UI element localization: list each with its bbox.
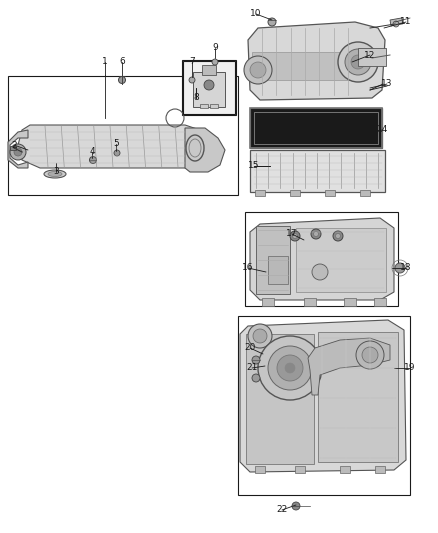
Bar (318, 332, 398, 462)
Bar (268, 256, 288, 284)
Circle shape (277, 355, 303, 381)
Circle shape (204, 80, 214, 90)
Text: 14: 14 (377, 125, 389, 134)
Bar (295, 466, 305, 473)
Circle shape (212, 59, 218, 65)
Bar (246, 334, 314, 464)
Bar (344, 298, 356, 306)
Circle shape (345, 49, 371, 75)
Bar (340, 466, 350, 473)
Circle shape (312, 264, 328, 280)
Circle shape (356, 341, 384, 369)
Text: 11: 11 (400, 18, 412, 27)
Circle shape (89, 157, 96, 164)
Polygon shape (240, 320, 406, 472)
Polygon shape (308, 338, 390, 395)
Bar (182, 60, 236, 115)
Bar (210, 104, 218, 108)
Text: 13: 13 (381, 79, 393, 88)
Circle shape (393, 21, 399, 27)
Text: 1: 1 (102, 58, 108, 67)
Text: 19: 19 (404, 364, 416, 373)
Text: 3: 3 (53, 167, 59, 176)
Circle shape (351, 55, 365, 69)
Circle shape (362, 347, 378, 363)
Bar (245, 212, 398, 306)
Circle shape (244, 56, 272, 84)
Bar (200, 104, 208, 108)
Circle shape (250, 62, 266, 78)
Bar (183, 61, 235, 114)
Text: 21: 21 (246, 364, 258, 373)
Text: 17: 17 (286, 230, 298, 238)
Circle shape (338, 42, 378, 82)
Bar (193, 72, 225, 107)
Circle shape (14, 148, 22, 156)
Bar (202, 65, 216, 75)
Polygon shape (250, 218, 394, 300)
Bar (290, 190, 300, 196)
Text: 12: 12 (364, 51, 376, 60)
Bar (8, 76, 238, 195)
Bar (262, 298, 274, 306)
Text: 20: 20 (244, 343, 256, 352)
Ellipse shape (44, 170, 66, 178)
Bar (296, 228, 386, 292)
Text: 5: 5 (113, 140, 119, 149)
Circle shape (253, 329, 267, 343)
Text: 6: 6 (119, 58, 125, 67)
Text: 2: 2 (11, 141, 17, 149)
Text: 8: 8 (193, 93, 199, 102)
Circle shape (258, 336, 322, 400)
Circle shape (285, 363, 295, 373)
Polygon shape (248, 22, 385, 100)
Polygon shape (8, 130, 28, 168)
Bar (325, 190, 335, 196)
Text: 10: 10 (250, 10, 262, 19)
Circle shape (268, 346, 312, 390)
Circle shape (252, 374, 260, 382)
Ellipse shape (48, 172, 62, 176)
Bar (250, 150, 385, 192)
Circle shape (189, 77, 195, 83)
Bar (252, 52, 352, 80)
Circle shape (248, 324, 272, 348)
Circle shape (333, 231, 343, 241)
Circle shape (252, 356, 260, 364)
Text: 4: 4 (89, 148, 95, 157)
Bar (238, 316, 410, 495)
Bar (358, 48, 386, 66)
Circle shape (293, 233, 297, 238)
Text: 15: 15 (248, 161, 260, 171)
Bar (375, 466, 385, 473)
Bar (10, 146, 16, 150)
Circle shape (290, 231, 300, 241)
Bar (304, 298, 316, 306)
Text: 9: 9 (212, 44, 218, 52)
Circle shape (119, 77, 126, 84)
Bar (374, 298, 386, 306)
Polygon shape (185, 128, 225, 172)
Bar (360, 190, 370, 196)
Text: 7: 7 (189, 58, 195, 67)
Text: 18: 18 (400, 263, 412, 272)
Circle shape (10, 144, 26, 160)
Circle shape (114, 150, 120, 156)
Circle shape (314, 231, 318, 237)
Circle shape (311, 229, 321, 239)
Bar (256, 226, 290, 294)
Circle shape (268, 18, 276, 26)
Polygon shape (18, 125, 210, 168)
Bar (250, 108, 382, 148)
Bar (255, 466, 265, 473)
Circle shape (395, 263, 405, 273)
Circle shape (292, 502, 300, 510)
Bar (250, 108, 382, 148)
Bar (254, 112, 378, 144)
Bar (255, 190, 265, 196)
Text: 22: 22 (276, 505, 288, 514)
Bar (390, 18, 403, 26)
Circle shape (336, 233, 340, 238)
Text: 16: 16 (242, 263, 254, 272)
